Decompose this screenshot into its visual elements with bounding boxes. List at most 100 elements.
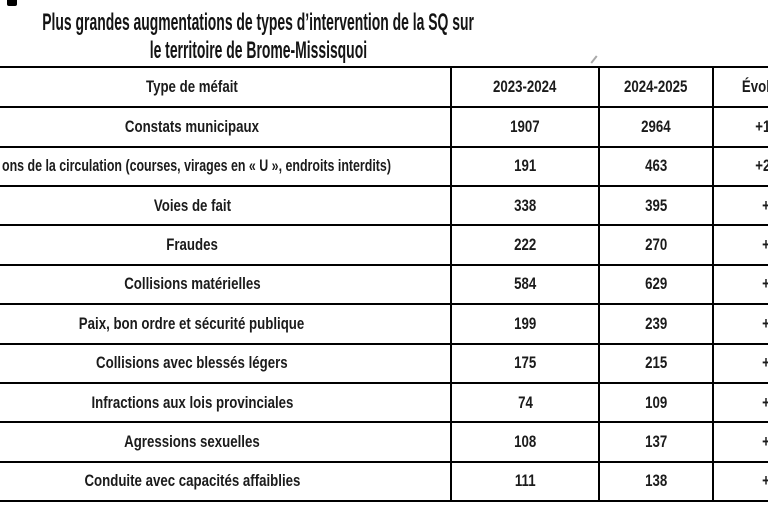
cell-text: 2964 — [641, 117, 671, 137]
cell-text: + — [762, 314, 768, 334]
table-row: ons de la circulation (courses, virages … — [0, 145, 768, 188]
table-row: Collisions matérielles 584 629 + — [0, 263, 768, 306]
cell-2024: 629 — [598, 263, 714, 306]
cell-type: ons de la circulation (courses, virages … — [0, 145, 452, 188]
cell-evolution: + — [712, 381, 768, 424]
cell-text: Collisions matérielles — [123, 274, 261, 294]
cell-type: Paix, bon ordre et sécurité publique — [0, 303, 452, 345]
data-table-container: Type de méfait 2023-2024 2024-2025 Évol … — [0, 65, 768, 503]
cell-2023: 111 — [450, 460, 600, 503]
cell-text: ons de la circulation (courses, virages … — [2, 156, 391, 176]
cell-2024: 109 — [598, 381, 714, 424]
cell-2023: 108 — [450, 421, 600, 463]
cell-type: Conduite avec capacités affaiblies — [0, 460, 452, 503]
cropped-glyph-artifact — [7, 0, 17, 6]
cell-text: + — [762, 274, 768, 294]
cell-type: Constats municipaux — [0, 106, 452, 148]
cell-text: 338 — [513, 195, 537, 215]
col-header-2023-2024: 2023-2024 — [450, 65, 600, 109]
title-text: Plus grandes augmentations de types d’in… — [42, 9, 474, 36]
cell-text: Infractions aux lois provinciales — [91, 392, 293, 412]
col-header-type: Type de méfait — [0, 65, 452, 109]
cell-text: + — [762, 353, 768, 373]
cell-evolution: + — [712, 303, 768, 345]
cell-2024: 463 — [598, 145, 714, 188]
cell-2024: 270 — [598, 224, 714, 266]
cell-2023: 74 — [450, 381, 600, 424]
table-row: Infractions aux lois provinciales 74 109… — [0, 381, 768, 424]
cell-text: 222 — [513, 235, 537, 255]
cell-text: 199 — [513, 313, 537, 333]
cell-text: 175 — [513, 353, 537, 373]
cell-text: + — [762, 393, 768, 413]
header-row: Type de méfait 2023-2024 2024-2025 Évol — [0, 65, 768, 109]
cell-text: 215 — [644, 353, 668, 373]
header-text: 2023-2024 — [493, 77, 557, 97]
title-line-1: Plus grandes augmentations de types d’in… — [0, 9, 642, 37]
cell-2024: 395 — [598, 185, 714, 227]
cell-evolution: + — [712, 460, 768, 503]
cell-text: Voies de fait — [153, 195, 231, 215]
cell-text: Agressions sexuelles — [124, 431, 260, 451]
cell-text: Fraudes — [166, 235, 218, 255]
cell-text: Collisions avec blessés légers — [96, 353, 288, 373]
cell-text: 138 — [644, 471, 668, 491]
cell-2024: 239 — [598, 303, 714, 345]
title-line-2: le territoire de Brome-Missisquoi — [0, 37, 642, 65]
cell-text: +1 — [754, 117, 768, 137]
cell-text: Conduite avec capacités affaiblies — [84, 471, 300, 491]
table-row: Conduite avec capacités affaiblies 111 1… — [0, 460, 768, 503]
cell-text: 111 — [514, 471, 536, 491]
cell-type: Voies de fait — [0, 185, 452, 227]
table-row: Agressions sexuelles 108 137 + — [0, 421, 768, 463]
table-row: Paix, bon ordre et sécurité publique 199… — [0, 303, 768, 345]
cell-text: + — [762, 432, 768, 452]
col-header-evolution: Évol — [712, 65, 768, 109]
cell-text: 137 — [644, 431, 668, 451]
header-text: 2024-2025 — [624, 77, 688, 97]
cell-2024: 137 — [598, 421, 714, 463]
table-row: Constats municipaux 1907 2964 +1 — [0, 106, 768, 148]
cell-text: 74 — [517, 392, 533, 412]
cell-2023: 1907 — [450, 106, 600, 148]
cell-evolution: + — [712, 224, 768, 266]
header-text: Type de méfait — [146, 77, 238, 97]
cell-text: 239 — [644, 313, 668, 333]
cell-type: Infractions aux lois provinciales — [0, 381, 452, 424]
cell-evolution: +1 — [712, 106, 768, 148]
cell-evolution: + — [712, 263, 768, 306]
title-text: le territoire de Brome-Missisquoi — [149, 37, 367, 64]
header-text: Évol — [741, 77, 768, 97]
page-title: Plus grandes augmentations de types d’in… — [0, 9, 642, 65]
col-header-2024-2025: 2024-2025 — [598, 65, 714, 109]
cell-text: 584 — [513, 274, 537, 294]
cell-text: 108 — [513, 431, 537, 451]
cell-text: 395 — [644, 195, 668, 215]
cell-2024: 138 — [598, 460, 714, 503]
cell-text: +2 — [754, 156, 768, 176]
cell-text: 191 — [513, 156, 537, 176]
cell-2023: 584 — [450, 263, 600, 306]
cell-2023: 175 — [450, 342, 600, 384]
cell-evolution: + — [712, 342, 768, 384]
cell-type: Fraudes — [0, 224, 452, 266]
cell-text: 463 — [644, 156, 668, 176]
cell-text: 629 — [644, 274, 668, 294]
cell-type: Agressions sexuelles — [0, 421, 452, 463]
cell-text: Paix, bon ordre et sécurité publique — [79, 313, 305, 333]
table-row: Fraudes 222 270 + — [0, 224, 768, 266]
cell-text: + — [762, 196, 768, 216]
cell-2023: 222 — [450, 224, 600, 266]
table-row: Voies de fait 338 395 + — [0, 185, 768, 227]
cell-text: + — [762, 235, 768, 255]
cell-text: 109 — [644, 392, 668, 412]
cell-2023: 338 — [450, 185, 600, 227]
cell-text: 270 — [644, 235, 668, 255]
cell-type: Collisions matérielles — [0, 263, 452, 306]
cell-type: Collisions avec blessés légers — [0, 342, 452, 384]
cell-text: Constats municipaux — [124, 117, 260, 137]
cell-evolution: +2 — [712, 145, 768, 188]
cell-2023: 191 — [450, 145, 600, 188]
cell-evolution: + — [712, 185, 768, 227]
cell-text: + — [762, 471, 768, 491]
